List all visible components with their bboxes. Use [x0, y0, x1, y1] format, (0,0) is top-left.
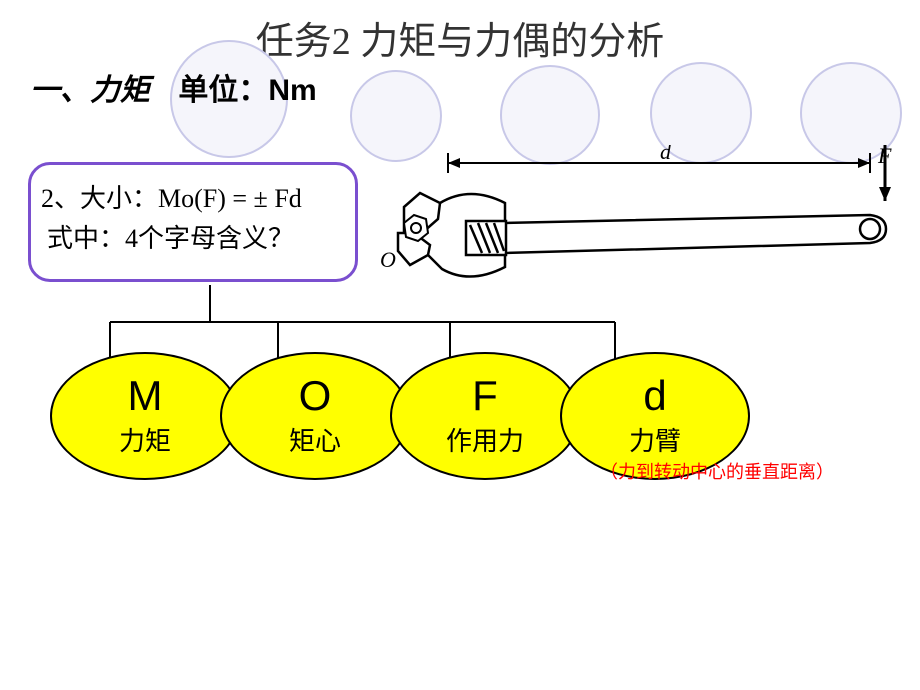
- force-label: F: [877, 145, 892, 168]
- note-text: （力到转动中心的垂直距离）: [600, 458, 834, 484]
- wrench-diagram: d F O: [370, 145, 900, 310]
- concept-symbol: M: [128, 375, 163, 417]
- concept-label: 力臂: [629, 421, 681, 458]
- formula-line-1: 2、大小：Mo(F) = ± Fd: [41, 179, 345, 219]
- formula-box: 2、大小：Mo(F) = ± Fd 式中：4个字母含义？: [28, 162, 358, 282]
- concept-ellipse: F 作用力: [390, 352, 580, 480]
- concept-symbol: d: [643, 375, 666, 417]
- subtitle-row: 一、力矩 单位：Nm: [0, 65, 920, 109]
- concept-label: 作用力: [446, 421, 524, 458]
- formula-line-2: 式中：4个字母含义？: [41, 219, 345, 259]
- concept-label: 力矩: [119, 421, 171, 458]
- section-heading: 一、力矩: [30, 74, 150, 107]
- unit-label: 单位：Nm: [178, 74, 316, 107]
- concept-symbol: F: [472, 375, 498, 417]
- d-dimension-label: d: [660, 145, 672, 164]
- concept-label: 矩心: [289, 421, 341, 458]
- concept-ellipse: M 力矩: [50, 352, 240, 480]
- origin-label: O: [380, 247, 396, 272]
- concept-symbol: O: [299, 375, 332, 417]
- concept-ellipse: O 矩心: [220, 352, 410, 480]
